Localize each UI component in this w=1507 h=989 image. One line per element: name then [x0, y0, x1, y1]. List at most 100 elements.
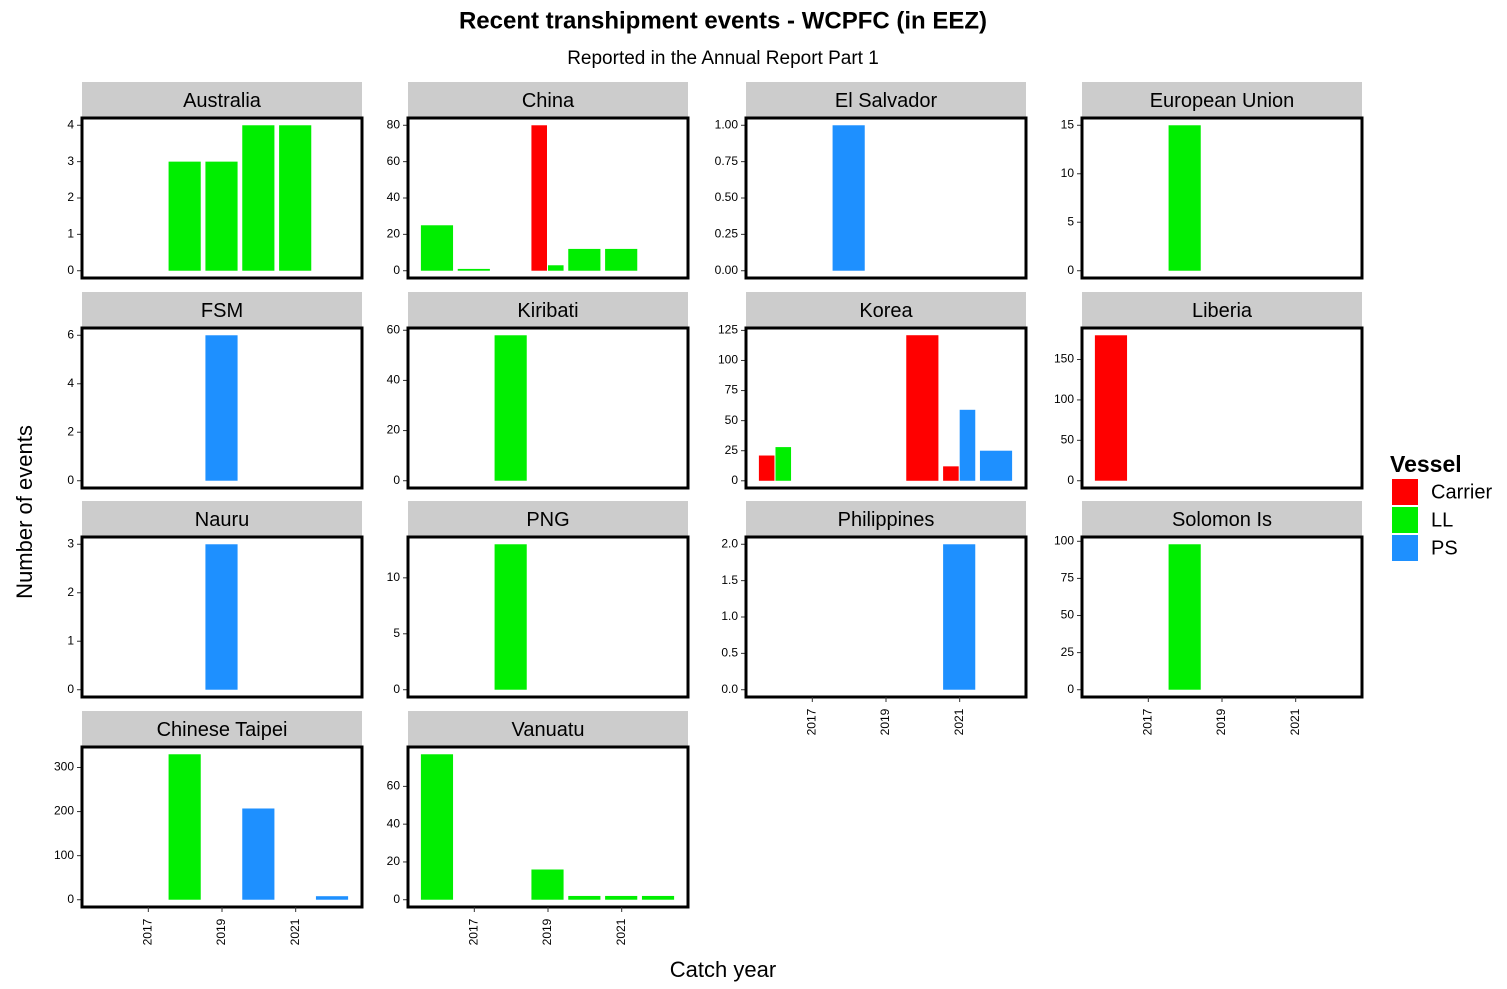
bar: [959, 409, 976, 481]
y-tick-label: 0: [393, 682, 400, 696]
y-tick-label: 60: [387, 154, 401, 168]
y-tick-label: 1.00: [715, 117, 739, 131]
y-tick-label: 150: [1054, 352, 1074, 366]
facet-title: Kiribati: [517, 300, 578, 322]
y-tick-label: 75: [725, 383, 739, 397]
facet-strip: [1082, 501, 1362, 536]
y-tick-label: 25: [725, 443, 739, 457]
facet-strip: [746, 501, 1026, 536]
y-tick-label: 4: [67, 117, 74, 131]
facet-title: Nauru: [195, 509, 249, 531]
facet-title: PNG: [526, 509, 569, 531]
x-tick-label: 2019: [540, 918, 554, 945]
y-tick-label: 0.0: [721, 682, 738, 696]
x-tick-label: 2019: [878, 708, 892, 735]
y-tick-label: 100: [1054, 533, 1074, 547]
bar: [420, 754, 454, 900]
y-tick-label: 0: [67, 263, 74, 277]
x-axis-label: Catch year: [670, 957, 776, 982]
bar: [548, 265, 564, 271]
facet-strip: [1082, 82, 1362, 117]
x-tick-label: 2021: [1288, 708, 1302, 735]
bar: [568, 895, 601, 900]
facet-title: FSM: [201, 300, 243, 322]
y-tick-label: 5: [393, 626, 400, 640]
bar: [242, 808, 275, 900]
bar: [943, 466, 959, 481]
facet-strip: [82, 711, 362, 746]
facet-strip: [408, 82, 688, 117]
bar: [420, 225, 454, 271]
facet-title: Philippines: [838, 509, 935, 531]
bar: [641, 895, 675, 900]
chart-title: Recent transhipment events - WCPFC (in E…: [459, 7, 987, 34]
y-tick-label: 50: [1061, 432, 1075, 446]
facet-title: Korea: [859, 300, 913, 322]
y-tick-label: 2: [67, 585, 74, 599]
y-tick-label: 20: [387, 854, 401, 868]
y-tick-label: 0: [67, 473, 74, 487]
bar: [1168, 544, 1201, 690]
y-tick-label: 25: [1061, 645, 1075, 659]
bar: [531, 125, 547, 271]
facet-strip: [1082, 292, 1362, 327]
facet-title: Liberia: [1192, 300, 1253, 322]
y-tick-label: 200: [54, 804, 74, 818]
facet-strip: [82, 292, 362, 327]
facet-title: China: [522, 90, 575, 112]
y-tick-label: 15: [1061, 117, 1075, 131]
y-tick-label: 300: [54, 760, 74, 774]
legend-title: Vessel: [1390, 451, 1462, 477]
y-tick-label: 0: [67, 892, 74, 906]
y-tick-label: 100: [1054, 392, 1074, 406]
y-tick-label: 100: [54, 848, 74, 862]
x-tick-label: 2021: [288, 918, 302, 945]
y-tick-label: 5: [1067, 214, 1074, 228]
facet-title: El Salvador: [835, 90, 938, 112]
facet-strip: [408, 292, 688, 327]
facet-strip: [746, 82, 1026, 117]
facet-title: Australia: [183, 90, 262, 112]
bar: [832, 125, 865, 271]
legend-label: Carrier: [1431, 481, 1492, 503]
y-tick-label: 0.00: [715, 263, 739, 277]
facet-strip: [408, 501, 688, 536]
legend-swatch: [1392, 535, 1418, 561]
y-tick-label: 1: [67, 227, 74, 241]
y-tick-label: 75: [1061, 571, 1075, 585]
x-tick-label: 2019: [1214, 708, 1228, 735]
bar: [168, 754, 201, 900]
bar: [943, 544, 976, 690]
bar: [775, 447, 792, 481]
panel-border: [80, 116, 364, 280]
y-tick-label: 0: [731, 473, 738, 487]
facet-strip: [82, 82, 362, 117]
y-tick-label: 3: [67, 154, 74, 168]
y-tick-label: 0: [393, 263, 400, 277]
panel-border: [80, 326, 364, 490]
y-tick-label: 50: [725, 413, 739, 427]
facet-strip: [82, 501, 362, 536]
y-tick-label: 2: [67, 190, 74, 204]
bar: [205, 161, 238, 271]
y-tick-label: 6: [67, 327, 74, 341]
x-tick-label: 2017: [1140, 708, 1154, 735]
y-axis-label: Number of events: [12, 425, 37, 599]
panel-border: [744, 535, 1028, 699]
y-tick-label: 0: [393, 473, 400, 487]
panel-border: [80, 745, 364, 909]
facet-title: Solomon Is: [1172, 509, 1272, 531]
x-tick-label: 2017: [466, 918, 480, 945]
facet-title: Vanuatu: [511, 719, 584, 741]
chart-subtitle: Reported in the Annual Report Part 1: [567, 48, 879, 69]
bar: [457, 268, 490, 271]
bar: [279, 125, 312, 271]
bar: [168, 161, 201, 271]
bar: [205, 544, 238, 690]
y-tick-label: 0.25: [715, 227, 739, 241]
facet-strip: [746, 292, 1026, 327]
y-tick-label: 60: [387, 322, 401, 336]
bar: [531, 869, 564, 900]
bar: [315, 896, 349, 900]
y-tick-label: 20: [387, 227, 401, 241]
